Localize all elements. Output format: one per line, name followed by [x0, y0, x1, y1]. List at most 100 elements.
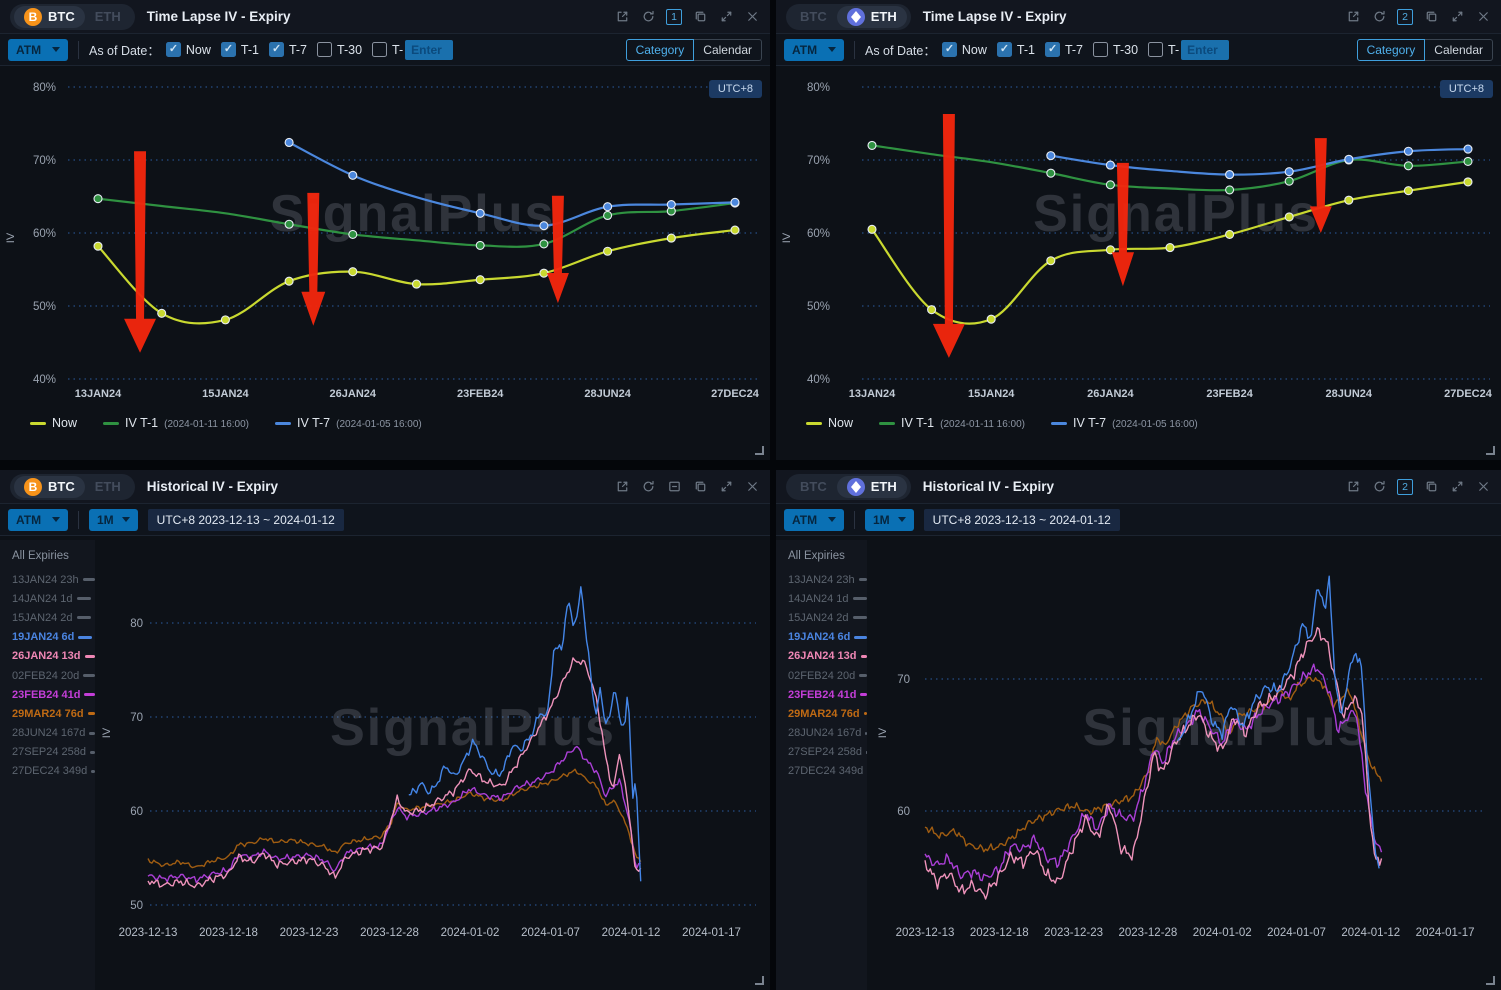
checkbox-checked-icon[interactable] — [996, 42, 1012, 57]
checkbox-unchecked-icon[interactable] — [372, 42, 388, 57]
fullscreen-icon[interactable] — [1449, 479, 1465, 495]
expiry-item[interactable]: 19JAN24 6d — [12, 628, 95, 647]
expiry-item[interactable]: 29MAR24 76d — [788, 704, 867, 723]
date-range[interactable]: UTC+8 2023-12-13 ~ 2024-01-12 — [923, 508, 1120, 531]
fullscreen-icon[interactable] — [718, 479, 734, 495]
expiry-item[interactable]: 28JUN24 167d — [788, 724, 867, 743]
expiry-item[interactable]: 27SEP24 258d — [12, 743, 95, 762]
expiry-item[interactable]: 27DEC24 349d — [12, 762, 95, 781]
close-icon[interactable] — [1475, 9, 1491, 25]
legend-item[interactable]: IV T-7 (2024-01-05 16:00) — [275, 416, 422, 430]
legend-item[interactable]: IV T-7 (2024-01-05 16:00) — [1051, 416, 1198, 430]
refresh-icon[interactable] — [640, 9, 656, 25]
checkbox-t-30[interactable]: T-30 — [317, 42, 362, 57]
coin-eth[interactable]: ETH — [836, 475, 907, 498]
checkbox-t-[interactable]: T- — [372, 42, 403, 57]
checkbox-checked-icon[interactable] — [1044, 42, 1060, 57]
copy-icon[interactable] — [1423, 9, 1439, 25]
export-icon[interactable] — [614, 9, 630, 25]
resize-handle[interactable] — [755, 446, 764, 455]
checkbox-unchecked-icon[interactable] — [1148, 42, 1164, 57]
checkbox-now[interactable]: Now — [941, 42, 987, 57]
date-range[interactable]: UTC+8 2023-12-13 ~ 2024-01-12 — [147, 508, 344, 531]
window-count-badge[interactable]: 1 — [666, 8, 682, 25]
export-icon[interactable] — [1345, 9, 1361, 25]
refresh-icon[interactable] — [1371, 9, 1387, 25]
checkbox-t-7[interactable]: T-7 — [268, 42, 307, 57]
expiry-item[interactable]: 23FEB24 41d — [788, 685, 867, 704]
coin-eth[interactable]: ETH — [836, 5, 907, 28]
resize-handle[interactable] — [755, 976, 764, 985]
expiry-item[interactable]: 13JAN24 23h — [12, 570, 95, 589]
expiry-item[interactable]: 28JUN24 167d — [12, 724, 95, 743]
checkbox-checked-icon[interactable] — [268, 42, 284, 57]
expiry-item[interactable]: 19JAN24 6d — [788, 628, 867, 647]
expiry-item[interactable]: 15JAN24 2d — [12, 608, 95, 627]
copy-icon[interactable] — [1423, 479, 1439, 495]
checkbox-t-30[interactable]: T-30 — [1093, 42, 1138, 57]
checkbox-t-7[interactable]: T-7 — [1044, 42, 1083, 57]
window-count-badge[interactable]: 2 — [1397, 478, 1413, 495]
checkbox-t-1[interactable]: T-1 — [996, 42, 1035, 57]
checkbox-now[interactable]: Now — [165, 42, 211, 57]
window-count-badge[interactable]: 2 — [1397, 8, 1413, 25]
custom-t-input[interactable]: Enter — [1181, 39, 1230, 60]
strike-select[interactable]: ATM — [784, 38, 844, 61]
checkbox-t-[interactable]: T- — [1148, 42, 1179, 57]
tab-category[interactable]: Category — [625, 38, 695, 61]
folder-minus-icon[interactable] — [666, 479, 682, 495]
expiry-item[interactable]: 02FEB24 20d — [788, 666, 867, 685]
strike-select[interactable]: ATM — [8, 508, 68, 531]
expiry-item[interactable]: 23FEB24 41d — [12, 685, 95, 704]
checkbox-unchecked-icon[interactable] — [1093, 42, 1109, 57]
expiry-item[interactable]: 13JAN24 23h — [788, 570, 867, 589]
expiry-list-header[interactable]: All Expiries — [788, 550, 845, 562]
expiry-item[interactable]: 29MAR24 76d — [12, 704, 95, 723]
close-icon[interactable] — [744, 479, 760, 495]
expiry-item[interactable]: 27SEP24 258d — [788, 743, 867, 762]
refresh-icon[interactable] — [1371, 479, 1387, 495]
legend-item[interactable]: Now — [806, 416, 853, 430]
resize-handle[interactable] — [1486, 976, 1495, 985]
close-icon[interactable] — [1475, 479, 1491, 495]
legend-item[interactable]: Now — [30, 416, 77, 430]
export-icon[interactable] — [1345, 479, 1361, 495]
copy-icon[interactable] — [692, 9, 708, 25]
checkbox-unchecked-icon[interactable] — [317, 42, 333, 57]
checkbox-checked-icon[interactable] — [941, 42, 957, 57]
copy-icon[interactable] — [692, 479, 708, 495]
coin-btc[interactable]: B BTC — [14, 475, 85, 498]
tab-category[interactable]: Category — [1356, 38, 1426, 61]
tab-calendar[interactable]: Calendar — [694, 38, 762, 61]
fullscreen-icon[interactable] — [1449, 9, 1465, 25]
legend-item[interactable]: IV T-1 (2024-01-11 16:00) — [879, 416, 1025, 430]
tab-calendar[interactable]: Calendar — [1425, 38, 1493, 61]
coin-btc[interactable]: BTC — [790, 476, 837, 498]
strike-select[interactable]: ATM — [8, 38, 68, 61]
expiry-item[interactable]: 02FEB24 20d — [12, 666, 95, 685]
expiry-item[interactable]: 26JAN24 13d — [788, 647, 867, 666]
close-icon[interactable] — [744, 9, 760, 25]
coin-btc[interactable]: BTC — [790, 6, 837, 28]
custom-t-input[interactable]: Enter — [405, 39, 454, 60]
expiry-item[interactable]: 27DEC24 349d — [788, 762, 867, 781]
coin-eth[interactable]: ETH — [85, 476, 131, 498]
period-select[interactable]: 1M — [865, 508, 914, 531]
expiry-item[interactable]: 14JAN24 1d — [788, 589, 867, 608]
export-icon[interactable] — [614, 479, 630, 495]
checkbox-t-1[interactable]: T-1 — [220, 42, 259, 57]
strike-select[interactable]: ATM — [784, 508, 844, 531]
legend-item[interactable]: IV T-1 (2024-01-11 16:00) — [103, 416, 249, 430]
period-select[interactable]: 1M — [89, 508, 138, 531]
expiry-item[interactable]: 26JAN24 13d — [12, 647, 95, 666]
fullscreen-icon[interactable] — [718, 9, 734, 25]
refresh-icon[interactable] — [640, 479, 656, 495]
expiry-item[interactable]: 15JAN24 2d — [788, 608, 867, 627]
coin-eth[interactable]: ETH — [85, 6, 131, 28]
checkbox-checked-icon[interactable] — [220, 42, 236, 57]
resize-handle[interactable] — [1486, 446, 1495, 455]
expiry-list-header[interactable]: All Expiries — [12, 550, 69, 562]
coin-btc[interactable]: B BTC — [14, 5, 85, 28]
checkbox-checked-icon[interactable] — [165, 42, 181, 57]
expiry-item[interactable]: 14JAN24 1d — [12, 589, 95, 608]
